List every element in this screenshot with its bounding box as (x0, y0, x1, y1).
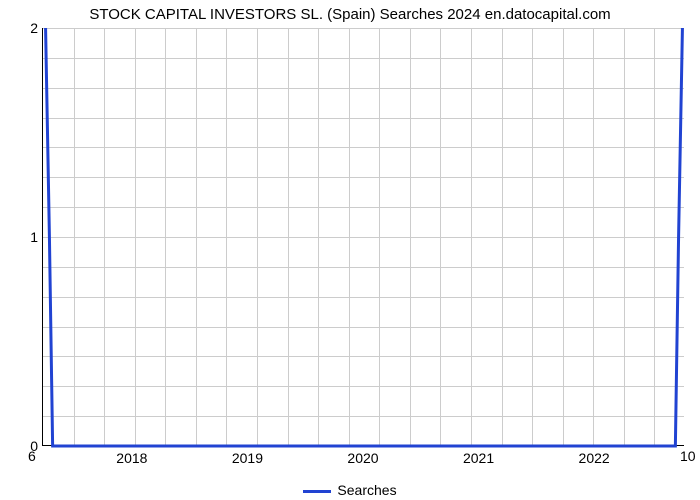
legend-line-icon (303, 490, 331, 493)
x-tick-label: 2020 (347, 450, 378, 466)
x-tick-label: 2022 (579, 450, 610, 466)
legend: Searches (0, 482, 700, 498)
data-line (43, 28, 684, 445)
outer-label-bottom-right: 10 (680, 448, 696, 464)
x-tick-label: 2018 (116, 450, 147, 466)
chart-container: STOCK CAPITAL INVESTORS SL. (Spain) Sear… (0, 0, 700, 500)
plot-area (42, 28, 684, 446)
y-tick-label: 1 (8, 229, 38, 245)
y-tick-label: 2 (8, 20, 38, 36)
chart-title: STOCK CAPITAL INVESTORS SL. (Spain) Sear… (0, 6, 700, 23)
x-tick-label: 2019 (232, 450, 263, 466)
x-tick-label: 2021 (463, 450, 494, 466)
legend-label: Searches (337, 482, 396, 498)
y-tick-label: 0 (8, 438, 38, 454)
